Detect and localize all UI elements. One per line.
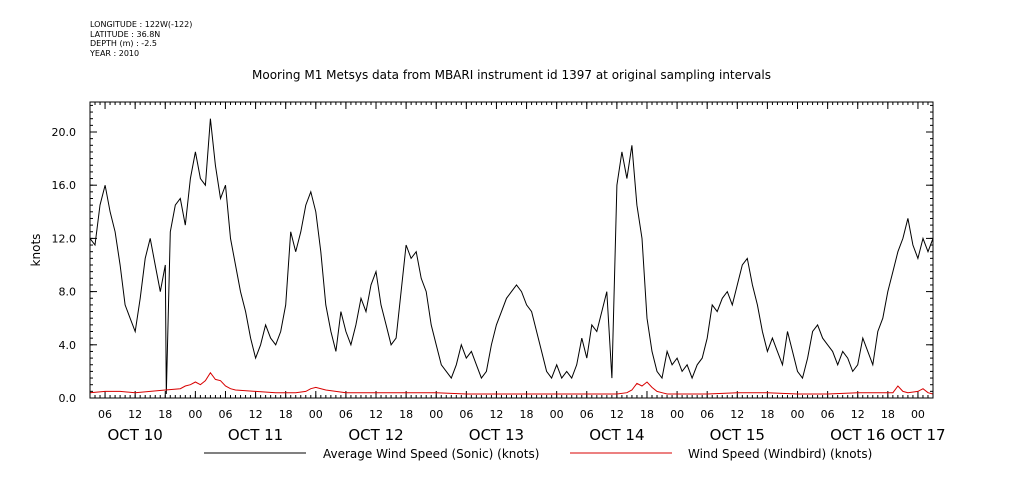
longitude-label: LONGITUDE : 122W(-122) — [90, 20, 193, 29]
x-tick-label: 18 — [158, 408, 172, 421]
x-tick-label: 12 — [369, 408, 383, 421]
plot-frame — [89, 101, 934, 399]
x-tick-label: 18 — [640, 408, 654, 421]
x-tick-label: 06 — [339, 408, 353, 421]
y-tick-label: 4.0 — [59, 339, 77, 352]
x-tick-label: 12 — [730, 408, 744, 421]
station-metadata: LONGITUDE : 122W(-122) LATITUDE : 36.8N … — [90, 20, 192, 58]
x-day-label: OCT 15 — [710, 426, 765, 444]
axes-layer: 06 12 18 00 06 12 18 00 06 12 18 00 06 12 18 00 06 12 18 00… — [52, 102, 946, 444]
x-tick-label: 18 — [881, 408, 895, 421]
x-tick-label: 18 — [760, 408, 774, 421]
x-tick-label: 00 — [429, 408, 443, 421]
chart-title: Mooring M1 Metsys data from MBARI instru… — [252, 68, 771, 82]
x-tick-label: 12 — [249, 408, 263, 421]
x-tick-label: 12 — [610, 408, 624, 421]
x-tick-label: 00 — [309, 408, 323, 421]
x-tick-label: 06 — [700, 408, 714, 421]
x-tick-label: 00 — [911, 408, 925, 421]
y-axis-label: knots — [29, 234, 43, 267]
x-day-label: OCT 17 — [890, 426, 945, 444]
x-day-label: OCT 14 — [589, 426, 644, 444]
x-tick-label: 00 — [791, 408, 805, 421]
x-day-label: OCT 12 — [348, 426, 403, 444]
year-label: YEAR : 2010 — [90, 48, 140, 58]
x-tick-label: 00 — [188, 408, 202, 421]
x-tick-label: 06 — [98, 408, 112, 421]
y-tick-label: 16.0 — [52, 179, 77, 192]
x-tick-label: 18 — [279, 408, 293, 421]
x-tick-label: 06 — [218, 408, 232, 421]
legend-label-windbird: Wind Speed (Windbird) (knots) — [688, 447, 872, 461]
y-tick-label: 8.0 — [59, 286, 77, 299]
legend-label-sonic: Average Wind Speed (Sonic) (knots) — [323, 447, 539, 461]
x-tick-label: 12 — [128, 408, 142, 421]
y-tick-label: 20.0 — [52, 126, 77, 139]
y-tick-label: 12.0 — [52, 232, 77, 245]
depth-label: DEPTH (m) : -2.5 — [90, 39, 157, 48]
legend: Average Wind Speed (Sonic) (knots) Wind … — [204, 447, 872, 461]
x-tick-label: 06 — [459, 408, 473, 421]
x-tick-label: 12 — [489, 408, 503, 421]
x-day-label: OCT 16 — [830, 426, 885, 444]
x-tick-label: 00 — [550, 408, 564, 421]
series-line-sonic — [89, 118, 934, 395]
x-tick-label: 06 — [821, 408, 835, 421]
series-line-windbird — [89, 371, 934, 395]
x-tick-label: 00 — [670, 408, 684, 421]
latitude-label: LATITUDE : 36.8N — [90, 29, 161, 39]
x-day-label: OCT 11 — [228, 426, 283, 444]
series-layer — [89, 118, 934, 395]
x-tick-label: 12 — [851, 408, 865, 421]
x-tick-label: 06 — [580, 408, 594, 421]
x-tick-label: 18 — [520, 408, 534, 421]
y-tick-label: 0.0 — [59, 392, 77, 405]
x-day-label: OCT 10 — [108, 426, 163, 444]
x-tick-label: 18 — [399, 408, 413, 421]
x-day-label: OCT 13 — [469, 426, 524, 444]
